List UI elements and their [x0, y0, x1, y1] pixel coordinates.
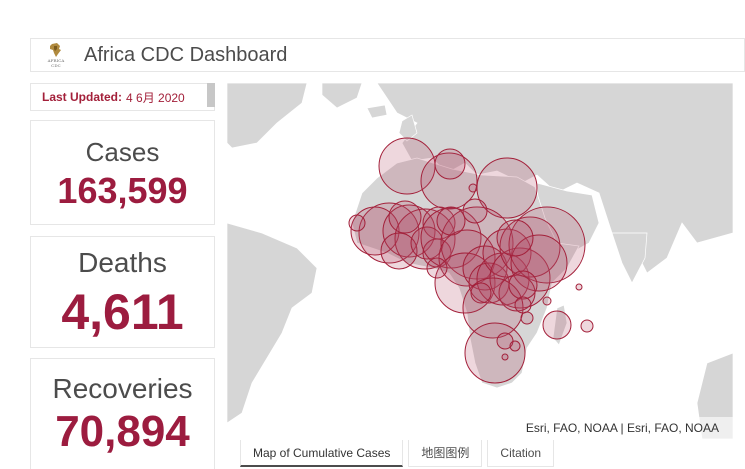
deaths-card: Deaths 4,611 [30, 236, 215, 348]
last-updated-value: 4 6月 2020 [126, 90, 185, 105]
landmass-greenland [321, 83, 363, 109]
case-bubble[interactable] [348, 214, 366, 232]
landmass-south-america [227, 222, 318, 424]
case-bubble[interactable] [496, 219, 534, 257]
case-bubble[interactable] [434, 148, 466, 180]
landmass-eurasia [376, 83, 733, 274]
last-updated-bar: Last Updated: 4 6月 2020 [30, 83, 215, 111]
landmass-africa [351, 157, 580, 389]
africa-cdc-logo-icon: AFRICA CDC [43, 42, 69, 68]
case-bubble[interactable] [350, 206, 400, 256]
case-bubble[interactable] [436, 206, 466, 236]
map-tabs: Map of Cumulative Cases 地图图例 Citation [240, 440, 559, 469]
sidebar-scrollbar[interactable] [207, 83, 215, 107]
case-bubble[interactable] [464, 322, 526, 384]
case-bubble[interactable] [394, 208, 456, 270]
case-bubble[interactable] [542, 296, 552, 306]
tab-map-of-cumulative-cases[interactable]: Map of Cumulative Cases [240, 440, 404, 467]
case-bubble[interactable] [470, 282, 492, 304]
case-bubble[interactable] [468, 183, 478, 193]
case-bubble[interactable] [542, 310, 572, 340]
land-layer [227, 83, 733, 439]
logo-wordmark: AFRICA CDC [47, 58, 65, 68]
case-bubble[interactable] [462, 277, 524, 339]
deaths-label: Deaths [78, 247, 167, 278]
landmass-iceland [366, 104, 388, 119]
recoveries-label: Recoveries [52, 373, 193, 404]
dashboard-header: AFRICA CDC Africa CDC Dashboard [30, 38, 745, 72]
cases-label: Cases [85, 137, 160, 167]
africa-continent-logo-mark [50, 43, 61, 57]
case-bubble[interactable] [575, 283, 583, 291]
landmass-north-america [227, 83, 308, 149]
map-attribution: Esri, FAO, NOAA | Esri, FAO, NOAA [517, 417, 733, 439]
case-bubble[interactable] [462, 245, 508, 291]
case-bubble[interactable] [499, 216, 561, 278]
case-bubble[interactable] [380, 232, 418, 270]
case-bubble[interactable] [520, 311, 534, 325]
cases-value: 163,599 [57, 170, 188, 211]
last-updated-label: Last Updated: [42, 90, 123, 104]
case-bubble[interactable] [509, 340, 521, 352]
cumulative-cases-map[interactable]: Esri, FAO, NOAA | Esri, FAO, NOAA [227, 83, 733, 439]
case-bubble[interactable] [514, 296, 532, 314]
cases-card: Cases 163,599 [30, 120, 215, 225]
case-bubble[interactable] [580, 319, 594, 333]
case-bubble[interactable] [482, 228, 532, 278]
landmass-india [611, 232, 648, 284]
case-bubble[interactable] [388, 200, 422, 234]
case-bubble[interactable] [508, 270, 538, 300]
case-bubble[interactable] [426, 257, 448, 279]
map-canvas[interactable] [227, 83, 733, 439]
tab-citation[interactable]: Citation [487, 440, 555, 467]
case-bubble[interactable] [434, 252, 496, 314]
deaths-value: 4,611 [61, 284, 184, 340]
case-bubble[interactable] [462, 198, 488, 224]
case-bubble[interactable] [501, 353, 509, 361]
recoveries-card: Recoveries 70,894 [30, 358, 215, 469]
landmass-madagascar [552, 304, 568, 346]
recoveries-value: 70,894 [55, 407, 190, 456]
page-title: Africa CDC Dashboard [84, 43, 288, 66]
landmass-british-isles [398, 114, 418, 142]
case-bubbles-layer [348, 137, 594, 384]
tab-map-legend[interactable]: 地图图例 [408, 440, 483, 467]
